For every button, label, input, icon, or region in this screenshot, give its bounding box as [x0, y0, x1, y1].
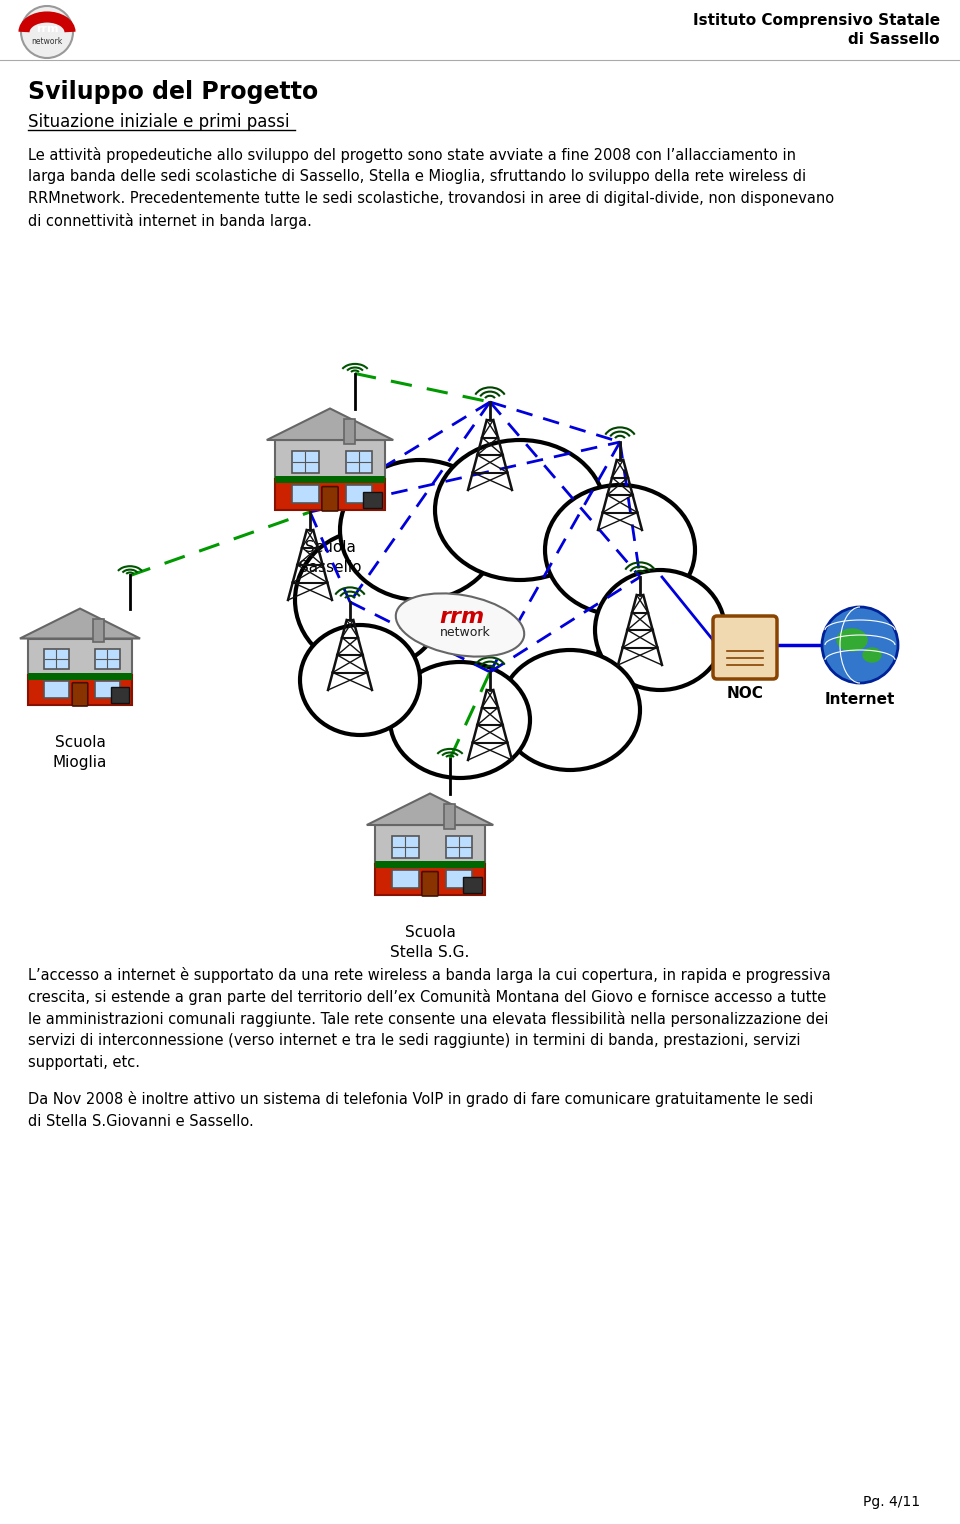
FancyBboxPatch shape	[322, 486, 338, 511]
Ellipse shape	[390, 661, 530, 777]
Text: servizi di interconnessione (verso internet e tra le sedi raggiunte) in termini : servizi di interconnessione (verso inter…	[28, 1033, 801, 1049]
Text: Pg. 4/11: Pg. 4/11	[863, 1495, 920, 1509]
FancyBboxPatch shape	[28, 674, 132, 680]
Text: Scuola
Stella S.G.: Scuola Stella S.G.	[391, 925, 469, 960]
Ellipse shape	[863, 648, 881, 661]
Text: di Sassello: di Sassello	[849, 32, 940, 47]
FancyBboxPatch shape	[421, 872, 438, 896]
FancyBboxPatch shape	[463, 876, 482, 893]
Polygon shape	[367, 794, 493, 824]
Text: Le attività propedeutiche allo sviluppo del progetto sono state avviate a fine 2: Le attività propedeutiche allo sviluppo …	[28, 146, 796, 163]
Circle shape	[822, 607, 898, 683]
Text: le amministrazioni comunali raggiunte. Tale rete consente una elevata flessibili: le amministrazioni comunali raggiunte. T…	[28, 1010, 828, 1027]
Ellipse shape	[295, 530, 445, 671]
FancyBboxPatch shape	[346, 485, 372, 503]
Text: Scuola
Sassello: Scuola Sassello	[299, 539, 361, 575]
FancyBboxPatch shape	[275, 440, 385, 479]
Ellipse shape	[500, 651, 640, 770]
Text: RRMnetwork. Precedentemente tutte le sedi scolastiche, trovandosi in aree di dig: RRMnetwork. Precedentemente tutte le sed…	[28, 192, 834, 206]
Text: L’accesso a internet è supportato da una rete wireless a banda larga la cui cope: L’accesso a internet è supportato da una…	[28, 968, 830, 983]
Ellipse shape	[545, 485, 695, 616]
Text: Sviluppo del Progetto: Sviluppo del Progetto	[28, 79, 319, 104]
FancyBboxPatch shape	[363, 492, 382, 507]
Ellipse shape	[396, 593, 524, 657]
FancyBboxPatch shape	[95, 681, 120, 698]
FancyBboxPatch shape	[444, 805, 455, 829]
Text: network: network	[32, 38, 62, 47]
FancyBboxPatch shape	[375, 864, 485, 895]
Text: Istituto Comprensivo Statale: Istituto Comprensivo Statale	[693, 12, 940, 27]
FancyBboxPatch shape	[346, 451, 372, 472]
FancyBboxPatch shape	[445, 835, 472, 858]
FancyBboxPatch shape	[713, 616, 777, 680]
FancyBboxPatch shape	[72, 683, 87, 706]
Ellipse shape	[595, 570, 725, 690]
Ellipse shape	[375, 524, 605, 715]
Text: di Stella S.Giovanni e Sassello.: di Stella S.Giovanni e Sassello.	[28, 1114, 253, 1128]
Ellipse shape	[435, 440, 605, 581]
FancyBboxPatch shape	[445, 870, 472, 887]
FancyBboxPatch shape	[93, 619, 104, 642]
FancyBboxPatch shape	[28, 639, 132, 675]
Polygon shape	[20, 608, 140, 639]
Ellipse shape	[837, 629, 867, 651]
FancyBboxPatch shape	[375, 861, 485, 869]
Text: supportati, etc.: supportati, etc.	[28, 1056, 140, 1070]
FancyBboxPatch shape	[275, 479, 385, 511]
Ellipse shape	[300, 625, 420, 735]
Text: Internet: Internet	[825, 692, 895, 707]
Text: Da Nov 2008 è inoltre attivo un sistema di telefonia VoIP in grado di fare comun: Da Nov 2008 è inoltre attivo un sistema …	[28, 1091, 813, 1106]
Text: network: network	[440, 626, 491, 640]
Ellipse shape	[340, 460, 500, 600]
FancyBboxPatch shape	[28, 675, 132, 706]
Text: larga banda delle sedi scolastiche di Sassello, Stella e Mioglia, sfruttando lo : larga banda delle sedi scolastiche di Sa…	[28, 169, 806, 184]
Text: Situazione iniziale e primi passi: Situazione iniziale e primi passi	[28, 113, 290, 131]
Circle shape	[21, 6, 73, 58]
Polygon shape	[267, 408, 394, 440]
FancyBboxPatch shape	[275, 477, 385, 483]
FancyBboxPatch shape	[344, 419, 355, 443]
FancyBboxPatch shape	[392, 870, 419, 887]
FancyBboxPatch shape	[95, 649, 120, 669]
FancyBboxPatch shape	[44, 681, 69, 698]
Text: Scuola
Mioglia: Scuola Mioglia	[53, 735, 108, 770]
Text: rrm: rrm	[36, 24, 59, 34]
FancyBboxPatch shape	[392, 835, 419, 858]
Text: rrm: rrm	[440, 607, 485, 626]
Text: crescita, si estende a gran parte del territorio dell’ex Comunità Montana del Gi: crescita, si estende a gran parte del te…	[28, 989, 827, 1004]
FancyBboxPatch shape	[292, 451, 319, 472]
FancyBboxPatch shape	[292, 485, 319, 503]
FancyBboxPatch shape	[44, 649, 69, 669]
Text: di connettività internet in banda larga.: di connettività internet in banda larga.	[28, 213, 312, 229]
FancyBboxPatch shape	[375, 824, 485, 864]
Text: NOC: NOC	[727, 686, 763, 701]
FancyBboxPatch shape	[111, 687, 129, 703]
